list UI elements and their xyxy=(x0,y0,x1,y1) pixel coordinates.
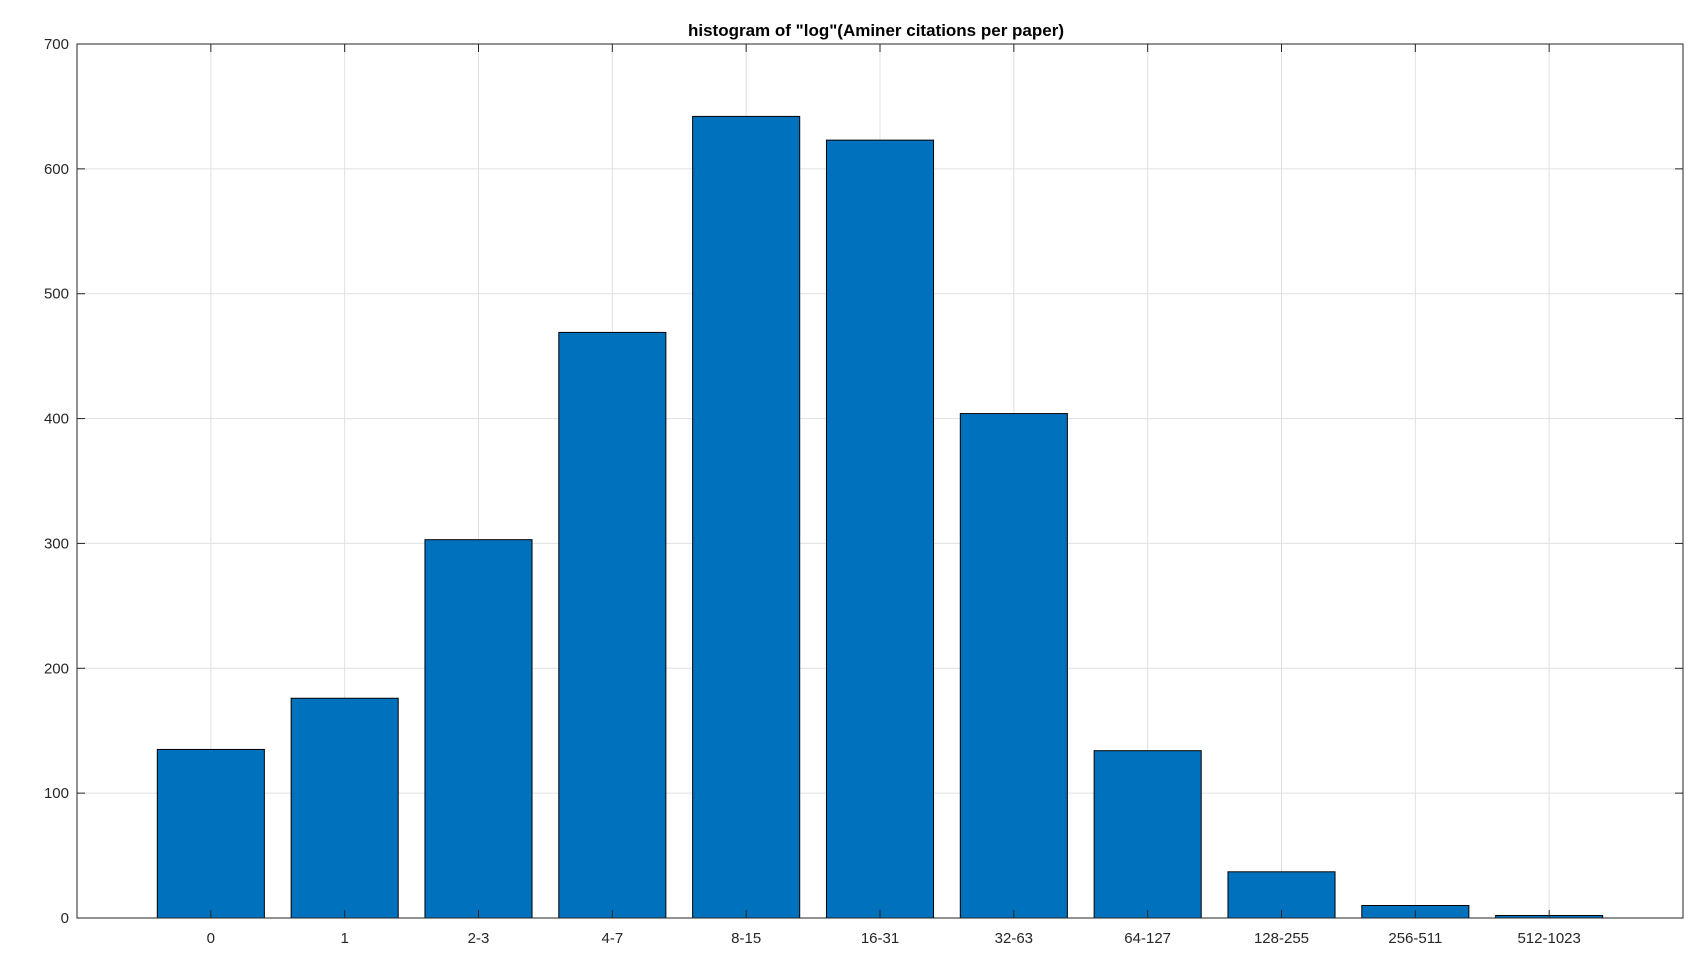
x-tick-labels: 0 1 2-3 4-7 8-15 16-31 32-63 64-127 128-255 256-5… xyxy=(207,930,1581,947)
x-tick-label: 8-15 xyxy=(731,930,761,947)
y-tick-labels: 0 100 200 300 400 500 600 700 xyxy=(44,36,69,927)
y-tick-label: 0 xyxy=(61,910,69,927)
x-tick-label: 512-1023 xyxy=(1517,930,1580,947)
y-tick-label: 200 xyxy=(44,660,69,677)
x-tick-label: 128-255 xyxy=(1254,930,1309,947)
x-tick-label: 32-63 xyxy=(995,930,1033,947)
y-tick-label: 100 xyxy=(44,785,69,802)
bar-8-15 xyxy=(692,115,801,919)
x-tick-label: 1 xyxy=(340,930,348,947)
x-tick-label: 16-31 xyxy=(861,930,899,947)
x-tick-label: 0 xyxy=(207,930,215,947)
y-tick-label: 600 xyxy=(44,161,69,178)
x-tick-label: 4-7 xyxy=(601,930,623,947)
y-tick-label: 500 xyxy=(44,286,69,303)
y-tick-label: 300 xyxy=(44,535,69,552)
x-tick-label: 256-511 xyxy=(1388,930,1442,947)
x-tick-label: 2-3 xyxy=(468,930,490,947)
y-tick-label: 700 xyxy=(44,36,69,53)
tick-marks xyxy=(77,43,1683,919)
bar-4-7 xyxy=(558,331,667,919)
y-tick-label: 400 xyxy=(44,411,69,428)
bar-0 xyxy=(156,748,265,919)
bars xyxy=(156,115,1604,919)
bar-1 xyxy=(290,697,399,919)
bar-2-3 xyxy=(424,539,533,919)
chart-title: histogram of "log"(Aminer citations per … xyxy=(688,21,1064,40)
bar-32-63 xyxy=(959,413,1068,919)
bar-64-127 xyxy=(1093,750,1202,919)
bar-16-31 xyxy=(825,139,935,919)
x-tick-label: 64-127 xyxy=(1124,930,1171,947)
